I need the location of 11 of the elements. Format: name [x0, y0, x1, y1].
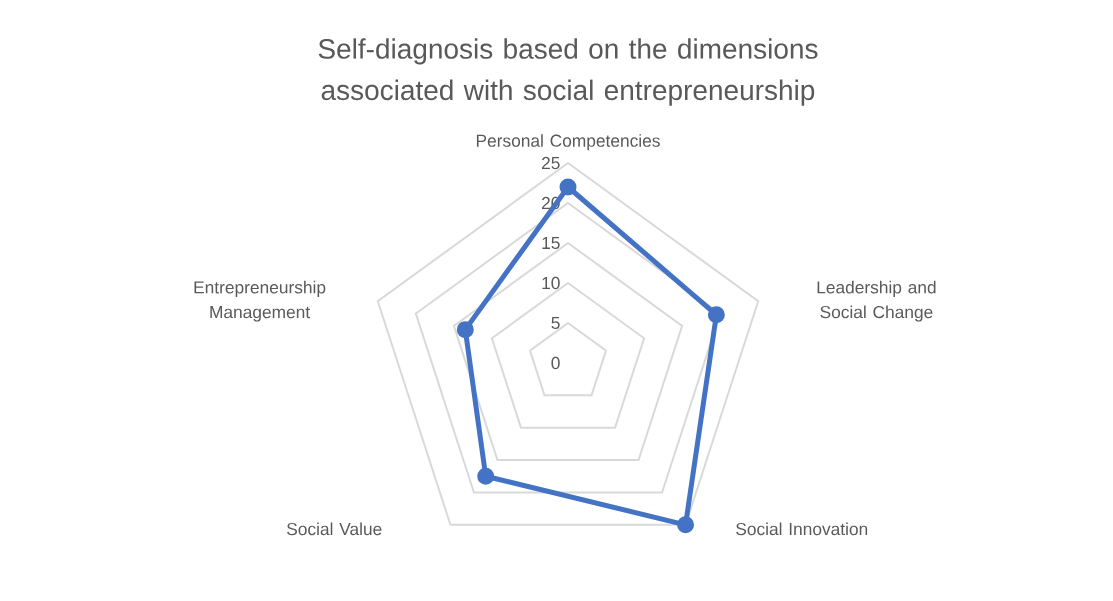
- y-tick-label: 15: [542, 236, 560, 250]
- y-tick-label: 10: [542, 276, 560, 290]
- spoke-label: Social Innovation: [736, 522, 868, 536]
- y-tick-label: 5: [551, 316, 560, 330]
- y-tick-label: 25: [542, 156, 560, 170]
- y-tick-label: 0: [551, 356, 560, 370]
- spoke-label: Entrepreneurship Management: [194, 280, 326, 322]
- chart-title: Self-diagnosis based on the dimensions associated with social entrepreneurship: [318, 38, 818, 106]
- spoke-label: Personal Competencies: [476, 134, 660, 151]
- spoke-label: Leadership and Social Change: [817, 280, 936, 322]
- spoke-label: Social Value: [287, 522, 382, 536]
